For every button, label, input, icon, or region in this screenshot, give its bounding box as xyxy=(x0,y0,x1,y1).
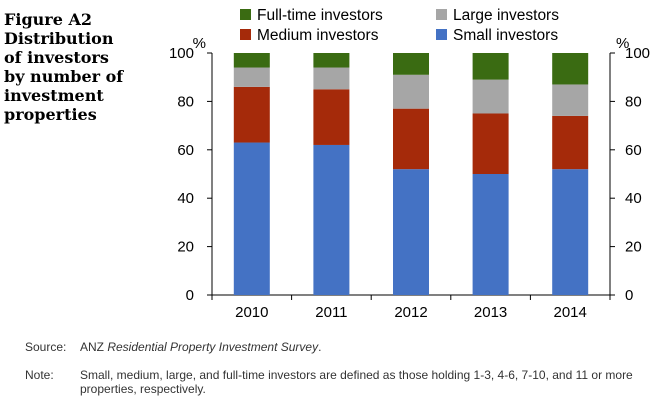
x-tick-label: 2010 xyxy=(235,304,268,321)
bar-segment xyxy=(393,53,429,75)
bar-segment xyxy=(393,108,429,170)
stacked-bar-chart: 0 0 20 20 40 40 60 60 80 80 100 100% % 2010 2011 2012 20… xyxy=(169,7,650,321)
y-tick-label-left: 60 xyxy=(177,142,194,159)
legend-label: Full-time investors xyxy=(257,7,383,24)
bar-segment xyxy=(552,84,589,116)
bar-segment xyxy=(552,169,589,295)
x-tick-label: 2011 xyxy=(315,304,347,321)
x-tick-label: 2012 xyxy=(394,304,427,321)
bar-segment xyxy=(472,53,509,80)
y-tick-label-right: 100 xyxy=(625,45,650,62)
bar-segment xyxy=(393,74,429,109)
legend-swatch xyxy=(240,9,251,20)
y-unit-left: % xyxy=(193,35,206,52)
bar-segment xyxy=(313,144,350,295)
legend-label: Medium investors xyxy=(257,27,379,44)
bar-segment xyxy=(552,115,589,170)
bar-segment xyxy=(472,113,509,174)
legend-swatch xyxy=(240,29,251,40)
y-tick-label-right: 60 xyxy=(625,142,642,159)
note-label: Note: xyxy=(25,368,54,382)
bar-segment xyxy=(393,169,429,295)
bar-segment xyxy=(233,67,270,87)
legend-label: Large investors xyxy=(453,7,559,24)
bar-segment xyxy=(313,53,350,68)
y-tick-label-right: 0 xyxy=(625,287,633,304)
y-tick-label-left: 100 xyxy=(169,45,194,62)
y-tick-label-right: 80 xyxy=(625,93,642,110)
bar-segment xyxy=(313,89,350,145)
legend-label: Small investors xyxy=(453,27,558,44)
x-tick-label: 2013 xyxy=(474,304,507,321)
y-tick-label-left: 20 xyxy=(177,239,194,256)
source-label: Source: xyxy=(25,340,67,354)
y-unit-right: % xyxy=(616,35,629,52)
x-tick-label: 2014 xyxy=(554,304,587,321)
y-tick-label-right: 40 xyxy=(625,190,642,207)
bar-segment xyxy=(313,67,350,90)
bar-segment xyxy=(472,79,509,114)
legend-swatch xyxy=(436,29,447,40)
source-text: ANZ Residential Property Investment Surv… xyxy=(80,340,322,354)
bar-segment xyxy=(233,53,270,68)
bar-segment xyxy=(472,174,509,295)
bar-segment xyxy=(233,86,270,143)
note-text: Small, medium, large, and full-time inve… xyxy=(80,368,633,396)
figure-title: Figure A2 Distribution of investors by n… xyxy=(4,10,124,124)
bar-segment xyxy=(233,142,270,295)
bar-segment xyxy=(552,53,589,85)
y-tick-label-left: 0 xyxy=(186,287,194,304)
y-tick-label-left: 80 xyxy=(177,93,194,110)
legend-swatch xyxy=(436,9,447,20)
y-tick-label-right: 20 xyxy=(625,239,642,256)
y-tick-label-left: 40 xyxy=(177,190,194,207)
